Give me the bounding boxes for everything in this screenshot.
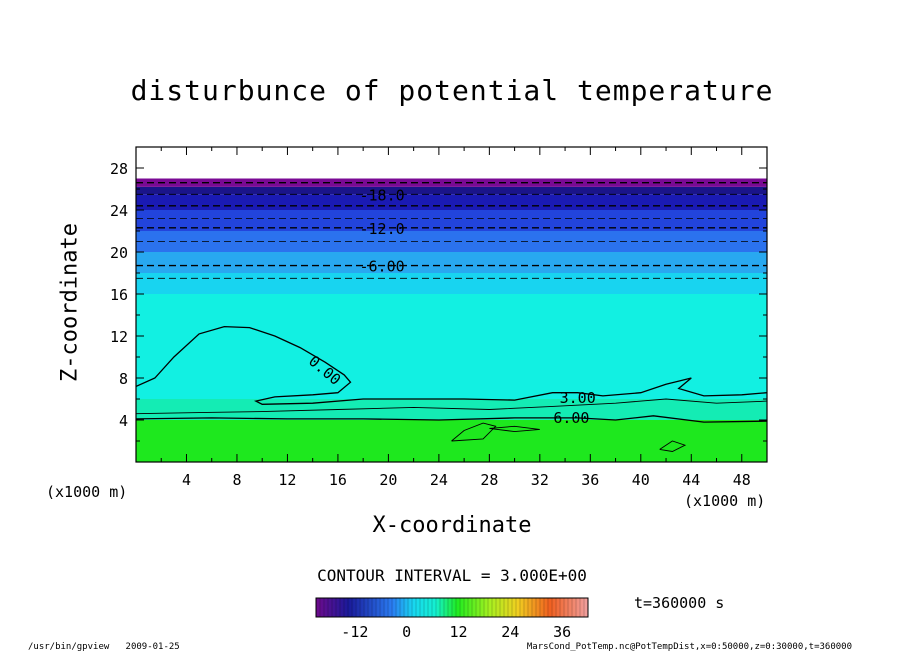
colorbar-tick-4: 36	[553, 623, 571, 641]
x-tick-label-11: 48	[733, 471, 751, 489]
x-tick-label-1: 8	[232, 471, 241, 489]
colorbar-tick-0: -12	[341, 623, 368, 641]
colorbar-tick-3: 24	[501, 623, 519, 641]
heatmap-band-1	[136, 399, 767, 420]
time-label: t=360000 s	[634, 594, 725, 612]
heatmap-band-6	[136, 210, 767, 231]
heatmap-band-9	[136, 178, 767, 187]
x-tick-label-7: 32	[531, 471, 549, 489]
heatmap-band-3	[136, 273, 767, 294]
contour-blob-2	[489, 425, 540, 433]
y-tick-label-4: 20	[110, 244, 128, 262]
x-axis-unit-right: (x1000 m)	[684, 492, 766, 510]
heatmap-band-8	[136, 186, 767, 195]
x-tick-label-6: 28	[480, 471, 498, 489]
y-tick-label-3: 16	[110, 286, 128, 304]
contour-three	[136, 398, 767, 415]
x-axis-ticks: 4 8 12 16 20 24 28 32 36 40 44 48	[135, 147, 768, 489]
x-axis-unit-left: (x1000 m)	[46, 483, 128, 501]
x-tick-label-5: 24	[430, 471, 448, 489]
contour-blob-1	[451, 422, 497, 442]
heatmap-band-4	[136, 252, 767, 273]
contour-blob-3	[659, 440, 687, 452]
contour-six	[136, 415, 767, 423]
x-tick-label-9: 40	[632, 471, 650, 489]
heatmap-band-5	[136, 231, 767, 252]
colorbar-tick-2: 12	[449, 623, 467, 641]
y-tick-label-2: 12	[110, 328, 128, 346]
x-tick-label-3: 16	[329, 471, 347, 489]
contour-label-5: 6.00	[553, 409, 589, 427]
colorbar-tick-1: 0	[402, 623, 411, 641]
colorbar: -12 0 12 24 36	[315, 597, 589, 641]
y-tick-label-1: 8	[119, 370, 128, 388]
contour-label-4: 3.00	[560, 389, 596, 407]
x-tick-label-2: 12	[278, 471, 296, 489]
contour-label-2: -6.00	[360, 258, 405, 276]
footer-right: MarsCond_PotTemp.nc@PotTempDist,x=0:5000…	[526, 642, 852, 652]
chart-title: disturbunce of potential temperature	[130, 74, 774, 107]
contour-zero	[136, 325, 767, 405]
y-tick-label-6: 28	[110, 160, 128, 178]
x-axis-label: X-coordinate	[372, 513, 532, 538]
contour-interval-text: CONTOUR INTERVAL = 3.000E+00	[317, 566, 587, 585]
contour-lines	[136, 182, 767, 452]
contour-labels: -18.0-12.0-6.000.003.006.00	[305, 186, 596, 427]
y-axis-ticks: 4 8 12 16 20 24 28	[110, 146, 767, 463]
x-tick-label-0: 4	[182, 471, 191, 489]
footer-left: /usr/bin/gpview 2009-01-25	[28, 642, 180, 652]
contour-label-0: -18.0	[360, 186, 405, 204]
y-tick-label-5: 24	[110, 202, 128, 220]
y-tick-label-0: 4	[119, 412, 128, 430]
plot-frame	[135, 146, 768, 463]
x-tick-label-10: 44	[682, 471, 700, 489]
heatmap-band-2	[136, 294, 767, 399]
x-tick-label-4: 20	[379, 471, 397, 489]
heatmap-band-7	[136, 194, 767, 210]
x-tick-label-8: 36	[581, 471, 599, 489]
y-axis-label: Z-coordinate	[57, 223, 83, 382]
contour-label-1: -12.0	[360, 220, 405, 238]
